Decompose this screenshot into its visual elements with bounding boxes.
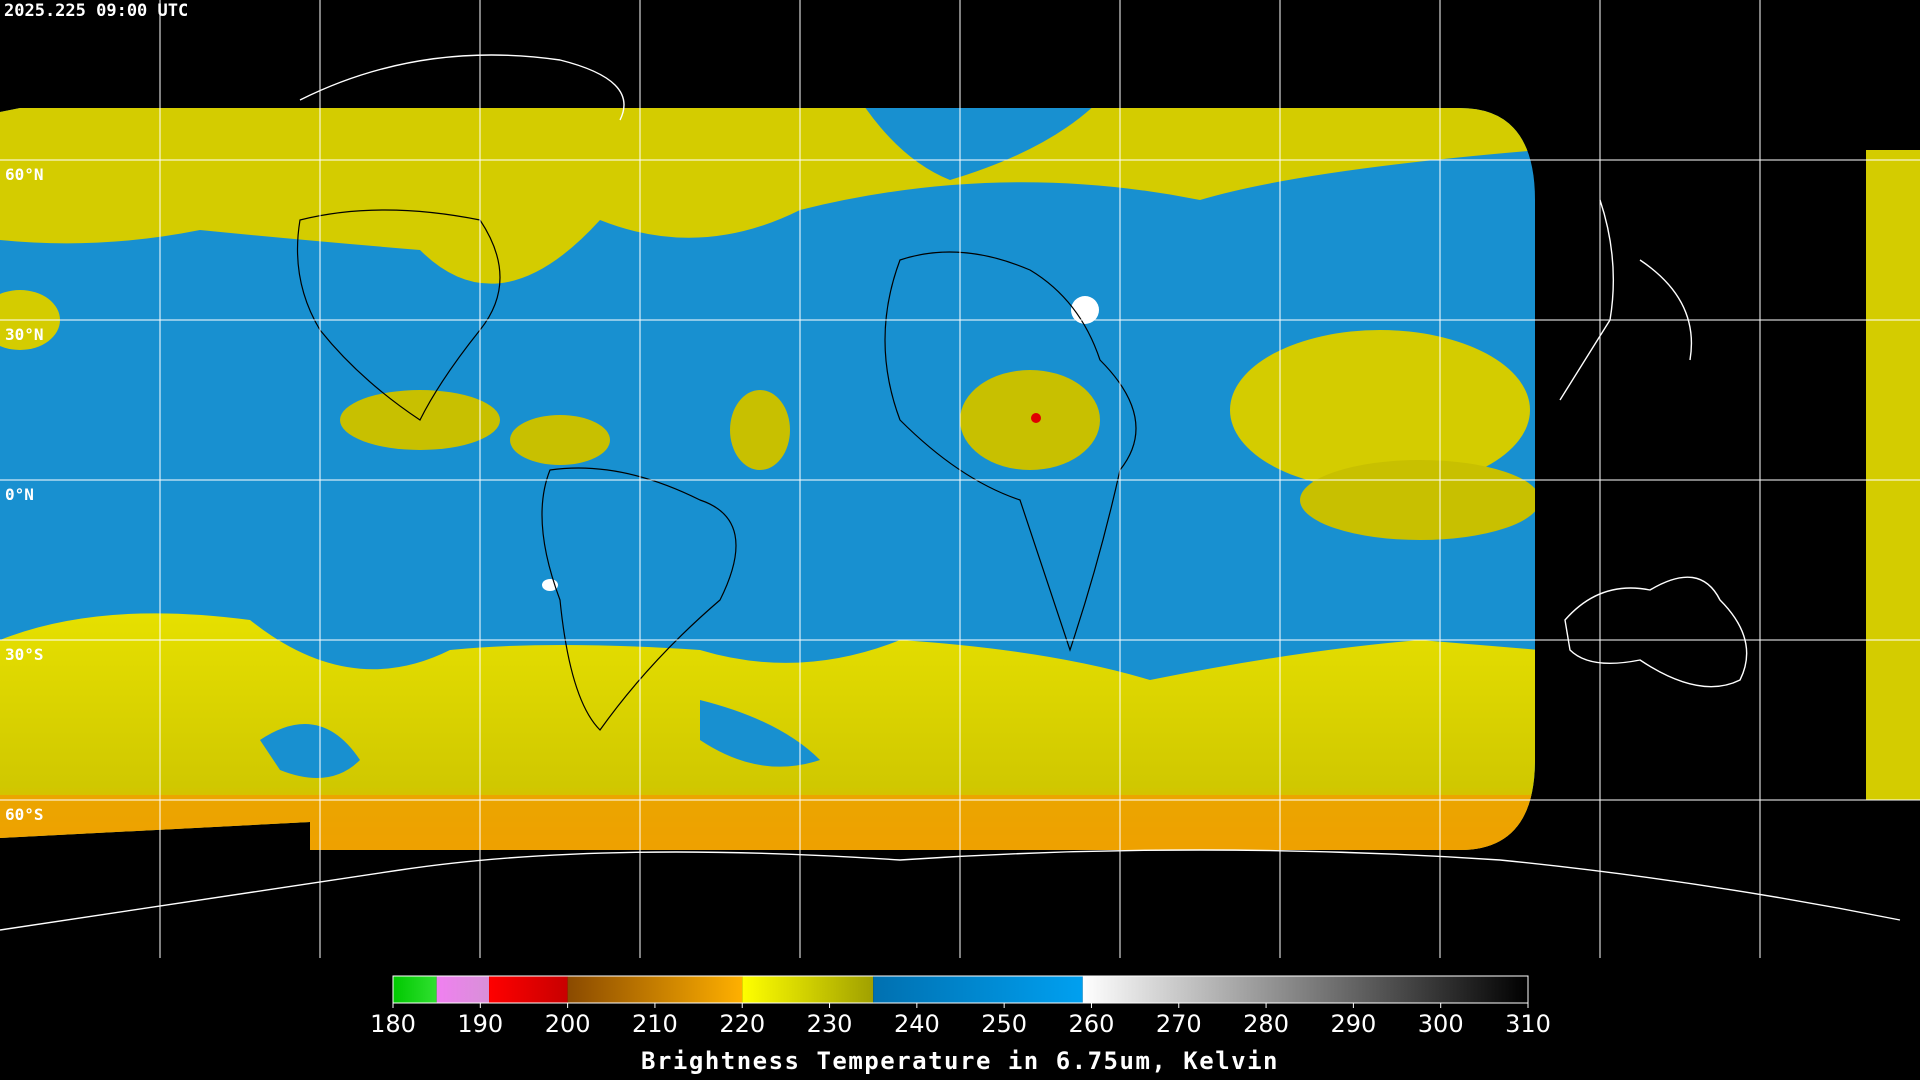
colorbar-tick-label: 230	[807, 1010, 853, 1038]
colorbar-segment	[567, 976, 743, 1003]
colorbar-segment	[1082, 976, 1528, 1003]
colorbar-tick-label: 300	[1418, 1010, 1464, 1038]
graticule: 60°N 30°N 0°N 30°S 60°S	[0, 0, 1920, 958]
colorbar-segment	[873, 976, 1083, 1003]
colorbar-segment	[393, 976, 437, 1003]
colorbar-tick-label: 220	[719, 1010, 765, 1038]
latitude-label: 60°S	[5, 805, 44, 824]
colorbar-tick-label: 290	[1330, 1010, 1376, 1038]
timestamp: 2025.225 09:00 UTC	[4, 1, 188, 21]
colorbar-tick-label: 280	[1243, 1010, 1289, 1038]
colorbar-frame	[392, 975, 1529, 1004]
colorbar-title: Brightness Temperature in 6.75um, Kelvin	[641, 1047, 1279, 1075]
colorbar-tick-label: 240	[894, 1010, 940, 1038]
colorbar-tick-label: 260	[1069, 1010, 1115, 1038]
latitude-label: 60°N	[5, 165, 44, 184]
latitude-label: 30°S	[5, 645, 44, 664]
coastlines	[0, 54, 1901, 931]
colorbar-segment	[742, 976, 874, 1003]
colorbar-segment	[489, 976, 568, 1003]
colorbar-tick-label: 190	[457, 1010, 503, 1038]
latitude-label: 30°N	[5, 325, 44, 344]
colorbar-tick-label: 250	[981, 1010, 1027, 1038]
imagery-strip	[1866, 150, 1920, 800]
colorbar-tick-label: 180	[370, 1010, 416, 1038]
colorbar-tick-label: 270	[1156, 1010, 1202, 1038]
latitude-label: 0°N	[5, 485, 34, 504]
colorbar-tick-label: 210	[632, 1010, 678, 1038]
colorbar-tick-label: 310	[1505, 1010, 1551, 1038]
colorbar-segment	[436, 976, 490, 1003]
colorbar: 180 190 200 210 220 230 240 250 260 270 280 290 300 3…	[370, 975, 1551, 1038]
colorbar-tick-label: 200	[545, 1010, 591, 1038]
